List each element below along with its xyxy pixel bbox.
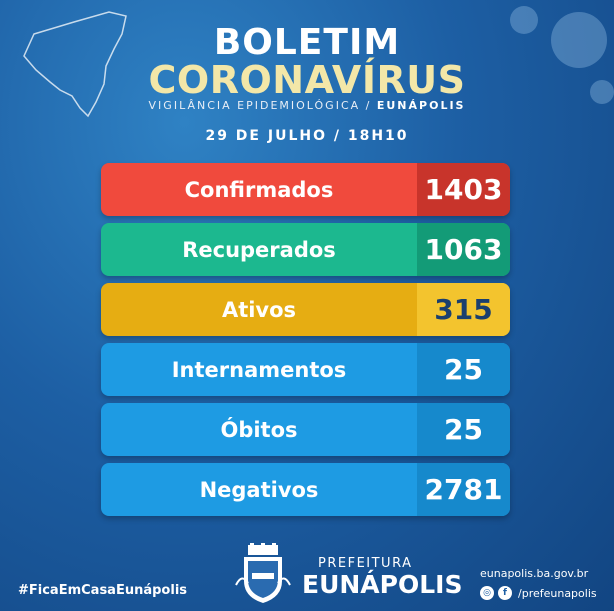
stat-label: Recuperados	[182, 237, 336, 262]
stat-value: 25	[417, 403, 510, 456]
stat-label: Confirmados	[184, 177, 334, 202]
stat-label: Internamentos	[171, 357, 347, 382]
social-links: ◎ f /prefeunapolis	[480, 586, 597, 600]
title-line-1: BOLETIM	[213, 22, 401, 63]
stat-label: Negativos	[199, 477, 319, 502]
map-outline-icon	[23, 11, 127, 118]
website-link[interactable]: eunapolis.ba.gov.br	[480, 567, 589, 580]
stat-value: 2781	[417, 463, 510, 516]
stat-row-confirmados: Confirmados 1403	[101, 163, 510, 216]
stat-row-internamentos: Internamentos 25	[101, 343, 510, 396]
facebook-icon[interactable]: f	[498, 586, 512, 600]
stat-value: 315	[417, 283, 510, 336]
bulletin-date: 29 DE JULHO / 18H10	[205, 128, 409, 144]
city-crest-icon	[235, 543, 291, 603]
hashtag: #FicaEmCasaEunápolis	[18, 583, 188, 598]
stat-value: 25	[417, 343, 510, 396]
stat-row-negativos: Negativos 2781	[101, 463, 510, 516]
title-line-2: CORONAVÍRUS	[148, 58, 466, 102]
social-handle[interactable]: /prefeunapolis	[518, 586, 597, 600]
stat-value: 1063	[417, 223, 510, 276]
prefeitura-city: EUNÁPOLIS	[302, 570, 463, 599]
subtitle-city: EUNÁPOLIS	[376, 99, 466, 112]
stat-row-obitos: Óbitos 25	[101, 403, 510, 456]
stat-value: 1403	[417, 163, 510, 216]
prefeitura-label: PREFEITURA	[318, 556, 413, 571]
stat-label: Ativos	[221, 297, 297, 322]
subtitle-prefix: VIGILÂNCIA EPIDEMIOLÓGICA /	[148, 99, 377, 112]
subtitle: VIGILÂNCIA EPIDEMIOLÓGICA / EUNÁPOLIS	[0, 99, 614, 112]
stat-row-recuperados: Recuperados 1063	[101, 223, 510, 276]
instagram-icon[interactable]: ◎	[480, 586, 494, 600]
stat-label: Óbitos	[220, 417, 298, 442]
virus-decoration-icon	[510, 6, 614, 104]
stats-list: Confirmados 1403 Recuperados 1063 Ativos…	[101, 163, 510, 523]
stat-row-ativos: Ativos 315	[101, 283, 510, 336]
